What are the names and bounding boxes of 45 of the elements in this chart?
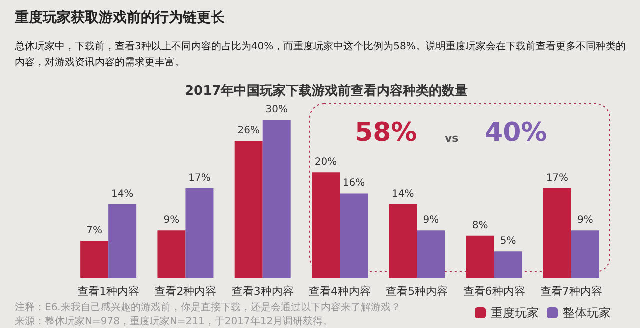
data-label: 5%: [500, 236, 516, 248]
bar: [494, 252, 522, 278]
bar: [417, 230, 446, 278]
data-label: 9%: [423, 215, 440, 226]
bar: [466, 236, 494, 278]
chart-title: 2017年中国玩家下载游戏前查看内容种类的数量: [185, 83, 468, 99]
data-label: 9%: [164, 215, 180, 226]
x-tick-label: 查看4种内容: [309, 285, 371, 298]
data-label: 9%: [577, 215, 594, 226]
data-label: 14%: [392, 188, 414, 200]
data-label: 16%: [342, 178, 366, 190]
bar: [158, 230, 186, 278]
data-label: 20%: [314, 157, 338, 168]
text: 注释：E6.来我自己感兴趣的游戏前，你是直接下载，还是会通过以下内容来了解游戏？: [15, 302, 401, 314]
bar: [262, 120, 291, 278]
data-label: 14%: [111, 188, 134, 200]
annotation: 58%: [355, 118, 418, 148]
bar: [234, 141, 263, 278]
x-tick-label: 查看1种内容: [78, 285, 140, 298]
x-tick-label: 查看3种内容: [232, 285, 294, 298]
bar: [543, 188, 572, 278]
text: 重度玩家获取游戏前的行为链更长: [14, 9, 226, 26]
bar: [108, 204, 137, 278]
legend-label: 重度玩家: [491, 306, 539, 320]
data-label: 17%: [188, 172, 211, 184]
x-tick-label: 查看2种内容: [154, 285, 217, 298]
x-tick-label: 查看6种内容: [463, 285, 526, 298]
bar: [389, 204, 418, 278]
bar: [186, 188, 214, 278]
data-label: 30%: [266, 104, 288, 116]
bar: [312, 172, 340, 278]
x-tick-label: 查看5种内容: [386, 285, 448, 298]
annotation: vs: [445, 132, 460, 145]
bar: [340, 194, 368, 278]
data-label: 17%: [546, 172, 569, 184]
x-tick-label: 查看7种内容: [540, 285, 602, 298]
source-note: 来源：整体玩家N=978，重度玩家N=211，于2017年12月调研获得。: [15, 316, 334, 328]
data-label: 26%: [238, 126, 260, 137]
annotation: 40%: [485, 118, 548, 148]
bar: [80, 241, 109, 278]
legend-label: 整体玩家: [563, 306, 611, 320]
data-label: 7%: [86, 226, 103, 237]
bar: [571, 230, 600, 278]
text: 总体玩家中，下载前，查看3种以上不同内容的占比为40%，而重度玩家中这个比例为58%。说明重度玩家会在下载前查看更多不同种类的内容，对游戏资讯内容的需求更丰富。: [14, 40, 626, 68]
data-label: 8%: [472, 220, 488, 232]
